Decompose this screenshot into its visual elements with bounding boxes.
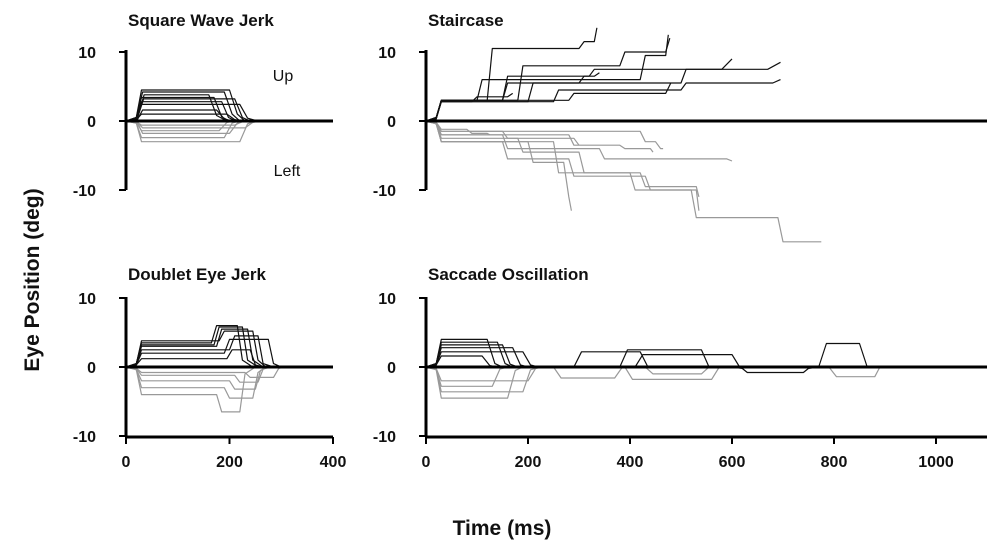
gray-trace-10 bbox=[125, 366, 269, 390]
gray-trace-16 bbox=[502, 366, 630, 379]
annotation-left: Left bbox=[274, 163, 301, 180]
panel-2: -10 0 10 Staircase bbox=[373, 11, 987, 243]
gray-trace-11 bbox=[125, 366, 272, 383]
x-tick-label: 200 bbox=[515, 454, 542, 471]
y-tick-label: -10 bbox=[73, 429, 96, 446]
y-tick-label: 10 bbox=[378, 291, 396, 308]
y-tick-label: -10 bbox=[373, 429, 396, 446]
gray-trace-15 bbox=[425, 120, 654, 153]
x-tick-label: 600 bbox=[719, 454, 746, 471]
y-tick-label: 10 bbox=[378, 45, 396, 62]
x-tick-label: 400 bbox=[617, 454, 644, 471]
black-trace-7 bbox=[125, 349, 264, 368]
y-tick-label: -10 bbox=[73, 183, 96, 200]
black-trace-6 bbox=[125, 338, 282, 368]
black-trace-4 bbox=[425, 347, 529, 368]
y-tick-label: 10 bbox=[78, 291, 96, 308]
panel-title: Square Wave Jerk bbox=[128, 11, 274, 30]
black-trace-2 bbox=[425, 34, 669, 122]
y-tick-label: 0 bbox=[87, 360, 96, 377]
gray-trace-15 bbox=[425, 366, 544, 382]
x-tick-label: 0 bbox=[422, 454, 431, 471]
gray-trace-14 bbox=[425, 120, 733, 162]
gray-trace-12 bbox=[125, 366, 284, 378]
y-tick-label: 0 bbox=[387, 360, 396, 377]
panel-title: Saccade Oscillation bbox=[428, 265, 589, 284]
annotation-up: Up bbox=[273, 68, 294, 85]
x-tick-label: 1000 bbox=[918, 454, 954, 471]
black-trace-3 bbox=[125, 328, 264, 368]
y-tick-label: 0 bbox=[387, 114, 396, 131]
gray-trace-13 bbox=[425, 366, 541, 393]
x-tick-label: 800 bbox=[821, 454, 848, 471]
y-axis-label: Eye Position (deg) bbox=[21, 188, 44, 371]
panel-title: Doublet Eye Jerk bbox=[128, 265, 266, 284]
y-tick-label: 10 bbox=[78, 45, 96, 62]
x-tick-label: 0 bbox=[122, 454, 131, 471]
gray-trace-10 bbox=[425, 120, 822, 243]
black-trace-1 bbox=[425, 27, 598, 122]
x-tick-label: 400 bbox=[320, 454, 347, 471]
y-tick-label: 0 bbox=[87, 114, 96, 131]
panel-1: -10 0 10 Square Wave Jerk Up Left bbox=[73, 11, 333, 200]
black-trace-10 bbox=[752, 342, 883, 368]
x-tick-label: 200 bbox=[216, 454, 243, 471]
x-axis-label: Time (ms) bbox=[453, 517, 552, 540]
panel-title: Staircase bbox=[428, 11, 504, 30]
y-tick-label: -10 bbox=[373, 183, 396, 200]
black-trace-9 bbox=[425, 92, 514, 122]
gray-trace-11 bbox=[125, 120, 240, 139]
